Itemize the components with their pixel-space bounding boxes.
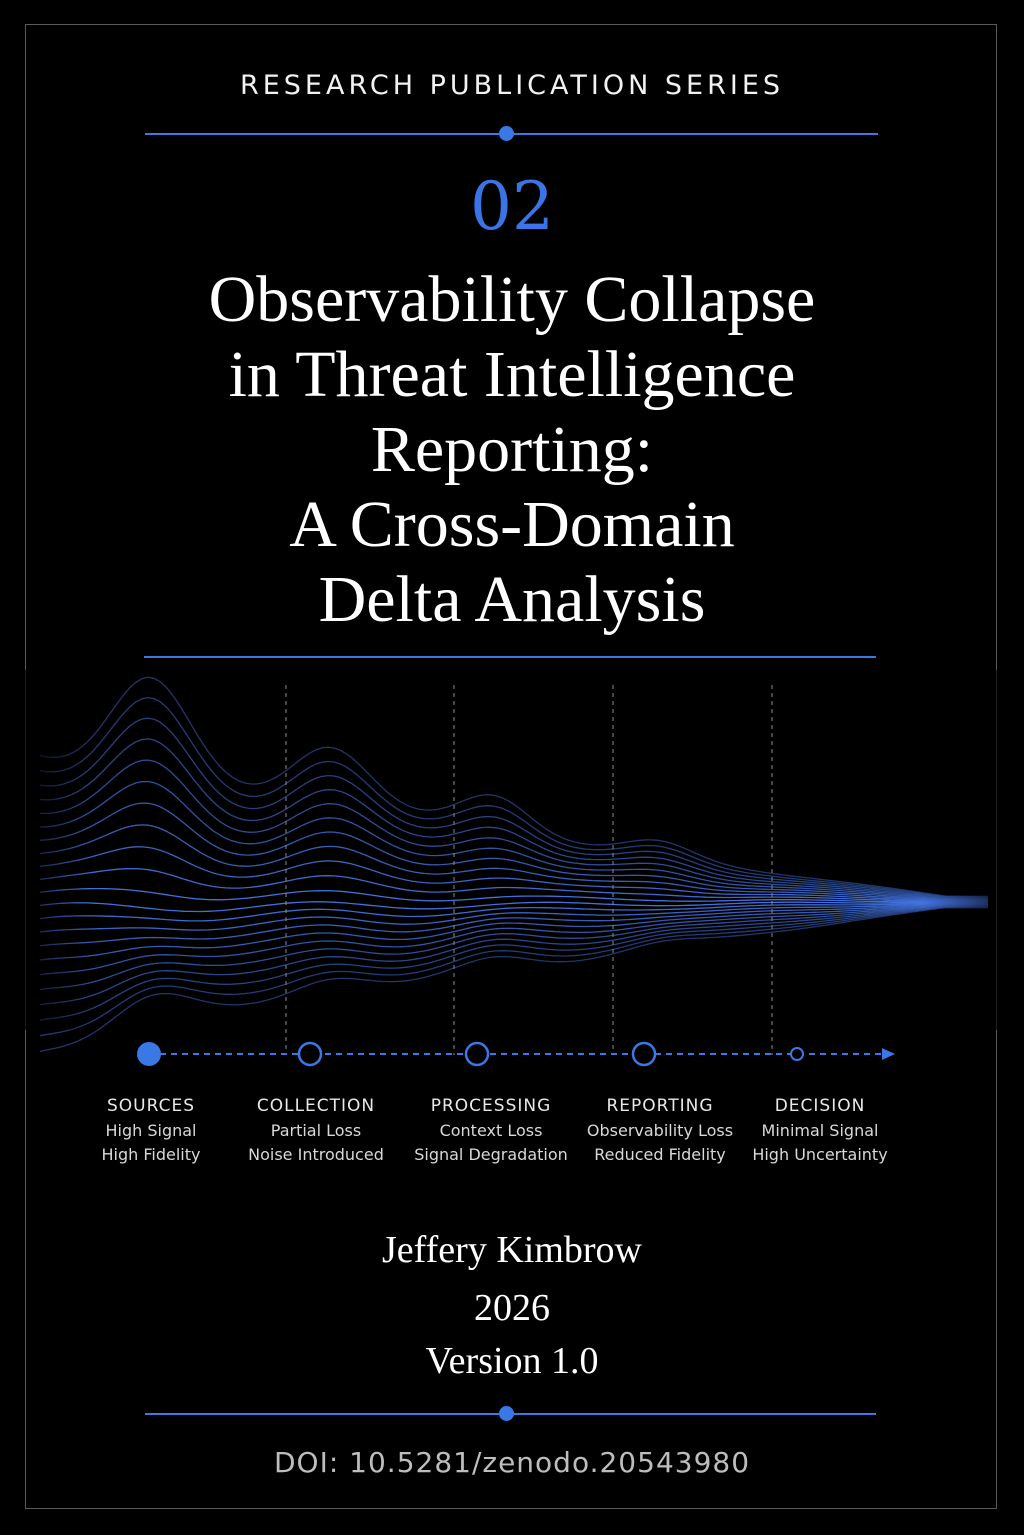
title-divider: [144, 656, 876, 658]
publication-number: 02: [470, 168, 554, 245]
stage-detail: Reduced Fidelity: [594, 1145, 726, 1164]
stage-processing: PROCESSING Context Loss Signal Degradati…: [401, 1093, 581, 1167]
stage-detail: High Fidelity: [101, 1145, 201, 1164]
stage-name: REPORTING: [606, 1096, 714, 1116]
title-line: Reporting:: [370, 413, 654, 486]
stage-reporting: REPORTING Observability Loss Reduced Fid…: [570, 1093, 750, 1167]
stage-detail: Noise Introduced: [248, 1145, 384, 1164]
series-label: RESEARCH PUBLICATION SERIES: [239, 70, 785, 101]
stage-collection: COLLECTION Partial Loss Noise Introduced: [226, 1093, 406, 1167]
pipeline-timeline: [137, 1041, 895, 1067]
stage-separators: [285, 685, 773, 1055]
stage-node-reporting: [631, 1041, 657, 1067]
stage-detail: Context Loss: [439, 1121, 543, 1140]
stage-decision: DECISION Minimal Signal High Uncertainty: [730, 1093, 910, 1167]
title-line: Observability Collapse: [208, 263, 816, 336]
publication-title: Observability Collapse in Threat Intelli…: [112, 262, 912, 637]
stage-name: SOURCES: [107, 1096, 195, 1116]
signal-waveform-graphic: [0, 670, 1024, 1067]
waveform-fade: [0, 670, 1024, 1030]
version-label: Version 1.0: [425, 1340, 599, 1382]
stage-node-sources: [137, 1042, 161, 1066]
stage-detail: Signal Degradation: [414, 1145, 568, 1164]
publication-year: 2026: [474, 1287, 550, 1329]
stage-detail: High Uncertainty: [752, 1145, 888, 1164]
stage-detail: Observability Loss: [586, 1121, 734, 1140]
stage-sources: SOURCES High Signal High Fidelity: [61, 1093, 241, 1167]
bottom-divider-dot: [499, 1406, 514, 1421]
title-line: Delta Analysis: [318, 563, 706, 636]
author-name: Jeffery Kimbrow: [382, 1229, 642, 1271]
title-line: in Threat Intelligence: [228, 338, 796, 411]
timeline-arrow-icon: [882, 1048, 895, 1060]
stage-detail: Minimal Signal: [761, 1121, 879, 1140]
top-divider-dot: [499, 126, 514, 141]
stage-name: COLLECTION: [256, 1096, 376, 1116]
stage-detail: Partial Loss: [270, 1121, 362, 1140]
stage-node-processing: [464, 1041, 490, 1067]
stage-node-collection: [297, 1041, 323, 1067]
title-line: A Cross-Domain: [289, 488, 735, 561]
doi-link[interactable]: DOI: 10.5281/zenodo.20543980: [273, 1446, 751, 1479]
stage-name: PROCESSING: [430, 1096, 552, 1116]
stage-name: DECISION: [774, 1096, 866, 1116]
stage-node-decision: [790, 1047, 804, 1061]
stage-detail: High Signal: [105, 1121, 197, 1140]
